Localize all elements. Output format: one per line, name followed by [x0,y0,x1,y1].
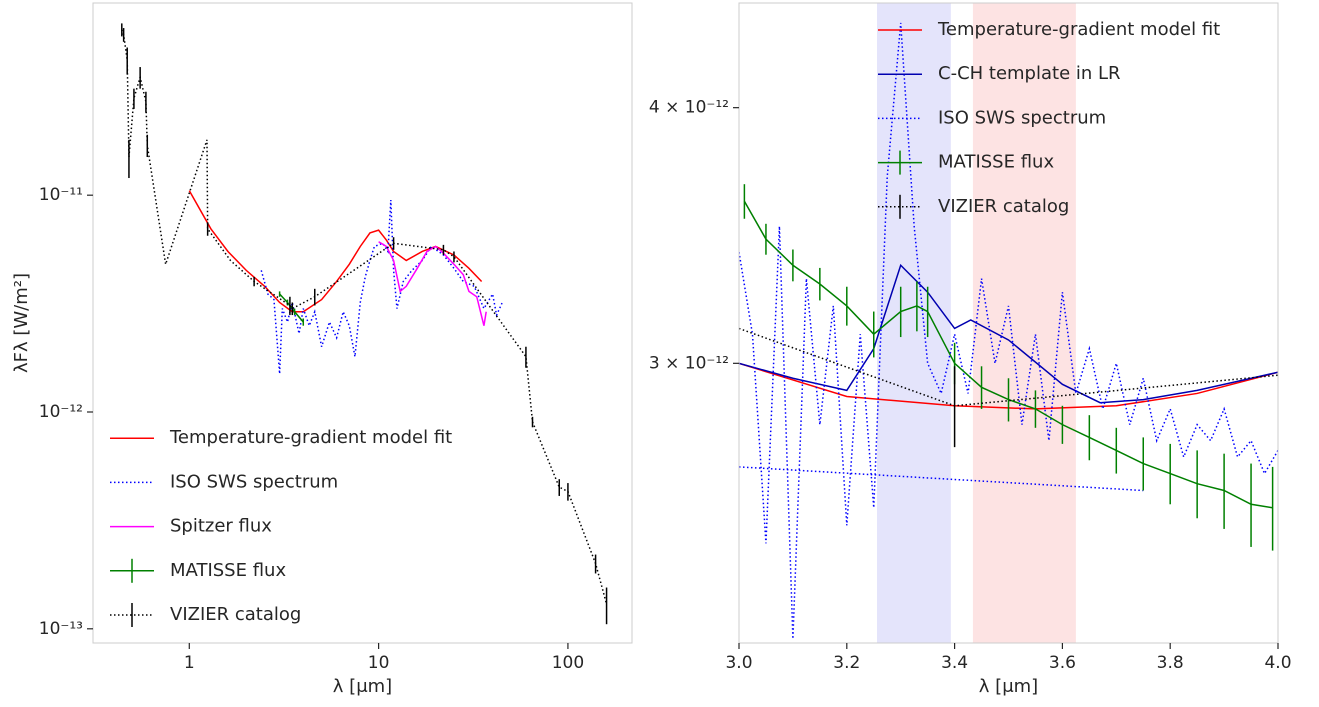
axes-frame [92,2,633,644]
series-line [260,199,503,374]
plot-area [739,3,1278,643]
legend-label: C-CH template in LR [938,63,1121,84]
x-tick-label: 3.6 [1049,653,1076,673]
highlight-band [876,3,951,643]
series-line [279,293,304,323]
legend-label: ISO SWS spectrum [938,107,1106,128]
x-tick-label: 100 [552,653,584,673]
x-axis-label: λ [μm] [979,676,1038,697]
y-tick-label: 10⁻¹³ [39,619,83,639]
y-tick-label: 3 × 10⁻¹² [649,353,729,373]
y-tick-label: 10⁻¹¹ [39,185,83,205]
legend-label: VIZIER catalog [170,604,301,625]
plot-area [121,23,608,625]
x-tick-label: 1 [184,653,195,673]
series-line [743,200,1273,509]
series-line [739,22,1278,639]
legend-label: MATISSE flux [938,152,1054,173]
x-tick-label: 3.4 [941,653,968,673]
x-tick-label: 4.0 [1264,653,1291,673]
legend-label: Temperature-gradient model fit [937,19,1220,40]
series-line [188,190,483,313]
y-tick-label: 10⁻¹² [39,402,83,422]
x-tick-label: 3.8 [1157,653,1184,673]
series-line [739,263,1278,404]
legend-label: VIZIER catalog [938,196,1069,217]
x-tick-label: 10 [368,653,390,673]
legend-label: Temperature-gradient model fit [169,427,452,448]
series-line [378,241,487,326]
y-tick-label: 4 × 10⁻¹² [649,98,729,118]
axes-frame [738,2,1279,644]
x-tick-label: 3.0 [725,653,752,673]
legend-label: Spitzer flux [170,516,272,537]
legend-label: MATISSE flux [170,560,286,581]
y-axis-label: λFλ [W/m²] [11,273,32,373]
legend-label: ISO SWS spectrum [170,471,338,492]
x-axis-label: λ [μm] [333,676,392,697]
highlight-band [972,3,1076,643]
x-tick-label: 3.2 [833,653,860,673]
